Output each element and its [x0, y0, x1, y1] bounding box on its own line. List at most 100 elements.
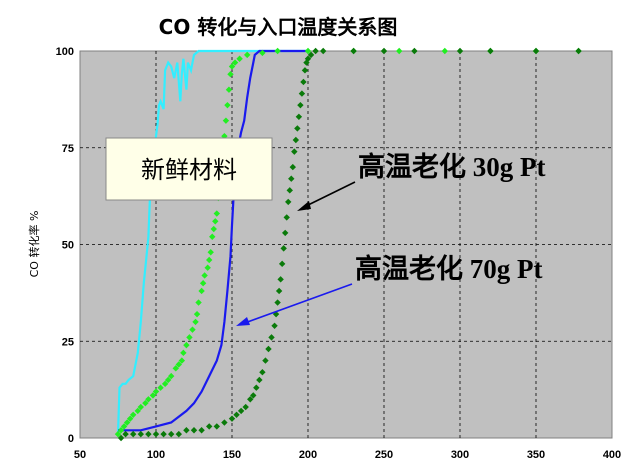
- x-tick-label: 300: [451, 449, 469, 461]
- data-point: [175, 430, 182, 438]
- series-0: [116, 49, 308, 435]
- data-point: [122, 430, 129, 438]
- data-point: [300, 78, 307, 86]
- data-point: [456, 47, 464, 55]
- data-point: [274, 47, 281, 55]
- data-point: [294, 125, 301, 132]
- data-point: [242, 403, 249, 411]
- data-point: [157, 384, 164, 391]
- data-point: [298, 90, 306, 97]
- y-tick-label: 25: [62, 336, 74, 348]
- data-point: [297, 101, 304, 109]
- series-line: [118, 49, 308, 432]
- data-point: [168, 372, 175, 380]
- annotation-aged-70g: 高温老化 70g Pt: [355, 253, 542, 284]
- y-tick-label: 75: [62, 143, 74, 155]
- data-point: [120, 423, 128, 430]
- data-point: [193, 310, 201, 318]
- data-point: [213, 210, 220, 217]
- data-point: [175, 361, 182, 368]
- x-tick-label: 350: [527, 449, 545, 461]
- y-axis-label: CO 转化率 %: [27, 211, 41, 278]
- data-point: [304, 47, 312, 55]
- data-point: [149, 392, 157, 399]
- data-point: [236, 55, 243, 62]
- data-point: [114, 430, 122, 438]
- data-point: [271, 322, 278, 329]
- data-point: [247, 396, 254, 403]
- data-point: [189, 326, 196, 333]
- data-point: [259, 49, 266, 57]
- arrow-30g-head: [297, 201, 311, 211]
- data-point: [152, 430, 160, 438]
- x-tick-label: 150: [223, 449, 241, 461]
- data-point: [164, 376, 172, 384]
- data-point: [320, 47, 327, 55]
- data-point: [190, 427, 198, 434]
- x-tick-label: 50: [74, 449, 86, 461]
- data-point: [180, 349, 187, 357]
- data-point: [283, 214, 290, 221]
- data-point: [221, 419, 228, 426]
- data-point: [198, 427, 205, 434]
- annotations: 新鲜材料 高温老化 30g Pt 高温老化 70g Pt: [105, 137, 545, 326]
- data-point: [278, 260, 286, 268]
- data-point: [204, 264, 211, 271]
- data-point: [117, 434, 125, 442]
- data-point: [228, 415, 236, 422]
- data-point: [161, 380, 169, 388]
- data-point: [134, 407, 141, 415]
- data-point: [288, 175, 295, 182]
- data-point: [195, 299, 202, 306]
- data-point: [262, 357, 269, 364]
- data-point: [130, 411, 137, 418]
- data-point: [237, 407, 245, 415]
- data-point: [213, 423, 220, 430]
- data-point: [411, 47, 418, 55]
- data-point: [145, 396, 152, 403]
- data-point: [183, 427, 190, 434]
- y-tick-label: 50: [62, 240, 74, 252]
- data-point: [206, 256, 213, 264]
- data-point: [186, 334, 193, 341]
- data-point: [152, 388, 160, 395]
- data-point: [350, 47, 357, 55]
- x-tick-label: 400: [603, 449, 621, 461]
- data-point: [137, 403, 144, 411]
- data-point: [183, 341, 190, 349]
- chart-title: CO 转化与入口温度关系图: [159, 15, 398, 39]
- data-point: [212, 218, 219, 225]
- data-point: [168, 430, 175, 438]
- data-point: [268, 334, 275, 341]
- x-tick-label: 250: [375, 449, 393, 461]
- data-point: [206, 423, 213, 430]
- data-point: [295, 113, 303, 120]
- data-point: [304, 55, 312, 62]
- data-point: [178, 357, 186, 364]
- data-point: [117, 427, 125, 434]
- data-point: [137, 430, 144, 438]
- x-tick-label: 100: [147, 449, 165, 461]
- annotation-fresh-material: 新鲜材料: [141, 156, 237, 184]
- data-point: [265, 345, 272, 353]
- data-point: [253, 384, 260, 391]
- series-3: [117, 47, 582, 442]
- arrow-70g: [241, 283, 353, 325]
- series-layer: [114, 47, 582, 442]
- data-point: [145, 430, 152, 438]
- data-point: [259, 369, 266, 376]
- data-point: [192, 318, 199, 326]
- data-point: [172, 365, 179, 372]
- data-point: [225, 86, 233, 93]
- arrow-70g-head: [236, 317, 250, 326]
- fresh-material-box: [105, 137, 273, 201]
- data-point: [123, 419, 131, 426]
- data-point: [227, 71, 234, 78]
- data-point: [256, 376, 263, 384]
- arrow-30g: [301, 181, 356, 209]
- data-point: [222, 117, 230, 124]
- data-point: [285, 198, 292, 206]
- data-point: [142, 399, 149, 407]
- data-point: [487, 47, 494, 55]
